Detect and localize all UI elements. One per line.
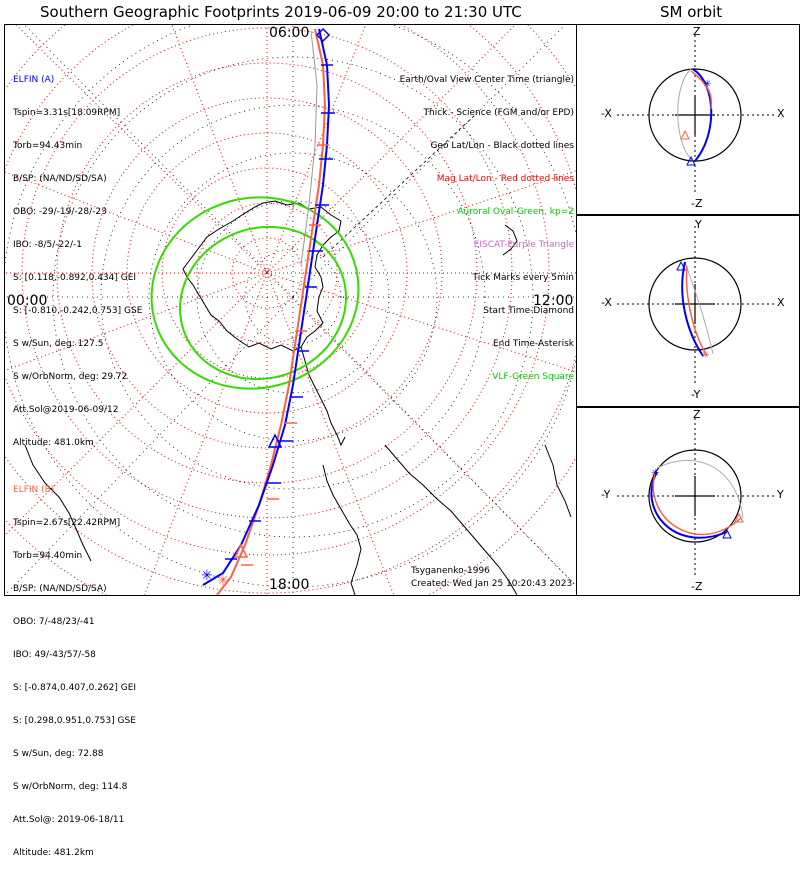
elfin-a-line: S: [0.118,-0.892,0.434] GEI <box>13 273 137 283</box>
elfin-b-line: S w/OrbNorm, deg: 114.8 <box>13 782 128 792</box>
elfin-a-line: Torb=94.43min <box>13 141 83 151</box>
peninsula-coastline <box>300 346 346 447</box>
elfin-a-end-asterisk: ✳ <box>201 568 213 584</box>
elfin-a-ticks <box>225 64 335 560</box>
elfin-a-line: Tspin=3.31s[18.09RPM] <box>13 108 121 118</box>
africa-coastline <box>24 444 92 562</box>
elfin-a-line: B/SP: (NA/ND/SD/SA) <box>13 174 107 184</box>
sm1-left-label: -X <box>601 107 612 120</box>
elfin-a-view-triangle <box>267 433 283 448</box>
sm-orbit-xz-plot: ✳ <box>617 35 777 195</box>
elfin-a-title: ELFIN (A) <box>13 75 55 85</box>
legend-entry: Tick Marks every 5min <box>472 273 574 283</box>
elfin-b-line: Altitude: 481.2km <box>13 848 94 858</box>
elfin-b-end-asterisk: ✳ <box>217 573 229 589</box>
sm1-bottom-label: -Z <box>691 197 703 210</box>
sm-orbit-xz-panel: ✳ Z -Z -X X <box>576 24 800 215</box>
sm-orbit-title: SM orbit <box>660 3 723 21</box>
elfin-b-line: OBO: 7/-48/23/-41 <box>13 617 95 627</box>
elfin-b-line: IBO: 49/-43/57/-58 <box>13 650 96 660</box>
elfin-b-view-triangle <box>233 543 249 558</box>
elfin-b-line: Tspin=2.67s[22.42RPM] <box>13 518 121 528</box>
sm-orbit-yz-panel: ✳ Z -Z -Y Y <box>576 407 800 596</box>
legend-entry: Auroral Oval-Green, kp=2 <box>457 207 574 217</box>
legend-entry: End Time-Asterisk <box>492 339 574 349</box>
elfin-a-line: S w/Sun, deg: 127.5 <box>13 339 104 349</box>
model-track <box>300 30 318 266</box>
legend-entry: VLF-Green Square <box>492 372 574 382</box>
auroral-oval <box>150 196 360 390</box>
hour-label-left: 00:00 <box>7 293 48 309</box>
sm2-right-label: X <box>777 296 785 309</box>
legend-entry: EISCAT-Purple Triangle <box>473 240 574 250</box>
sm3-bottom-label: -Z <box>691 580 703 593</box>
sm2-bottom-label: -Y <box>691 388 701 401</box>
hour-label-right: 12:00 <box>533 293 574 309</box>
footprint-map-panel: × <box>4 24 577 858</box>
elfin-b-track <box>216 28 327 595</box>
elfin-a-info: ELFIN (A) Tspin=3.31s[18.09RPM] Torb=94.… <box>13 53 142 471</box>
south-america-coastline <box>322 444 518 595</box>
australia-coastline <box>544 444 572 518</box>
elfin-b-title: ELFIN (B) <box>13 485 55 495</box>
svg-text:✳: ✳ <box>651 468 659 479</box>
mag-pole-marker: × <box>263 268 271 278</box>
map-title: Southern Geographic Footprints 2019-06-0… <box>40 3 522 21</box>
hour-label-top: 06:00 <box>269 25 310 41</box>
legend-entry: Start Time-Diamond <box>483 306 574 316</box>
elfin-a-line: Altitude: 481.0km <box>13 438 94 448</box>
svg-text:✳: ✳ <box>703 79 711 90</box>
sm2-left-label: -X <box>601 296 612 309</box>
antarctica-coastline <box>182 200 342 352</box>
elfin-b-line: S w/Sun, deg: 72.88 <box>13 749 104 759</box>
svg-text:✳: ✳ <box>701 350 709 361</box>
elfin-b-line: S: [0.298,0.951,0.753] GSE <box>13 716 136 726</box>
elfin-a-line: IBO: -8/5/-22/-1 <box>13 240 82 250</box>
sm2-top-label: Y <box>695 218 702 231</box>
sm3-top-label: Z <box>693 408 701 421</box>
elfin-b-line: B/SP: (NA/ND/SD/SA) <box>13 584 107 594</box>
sm-orbit-xy-plot: ✳ <box>617 226 777 386</box>
sm3-right-label: Y <box>777 488 784 501</box>
elfin-a-line: S: [-0.810,-0.242,0.753] GSE <box>13 306 143 316</box>
sm3-left-label: -Y <box>601 488 611 501</box>
legend-entry: Thick - Science (FGM and/or EPD) <box>423 108 574 118</box>
geo-lon-lines <box>5 25 576 595</box>
elfin-a-line: S w/OrbNorm, deg: 29.72 <box>13 372 128 382</box>
sm-orbit-xy-panel: ✳ Y -Y -X X <box>576 215 800 407</box>
created-label: Created: Wed Jan 25 10:20:43 2023 <box>411 579 573 589</box>
elfin-b-line: S: [-0.874,0.407,0.262] GEI <box>13 683 137 693</box>
map-legend: Earth/Oval View Center Time (triangle) T… <box>400 53 574 405</box>
sm-orbit-yz-plot: ✳ <box>617 418 777 578</box>
start-diamond <box>315 27 331 43</box>
legend-entry: Geo Lat/Lon - Black dotted lines <box>430 141 574 151</box>
sm1-top-label: Z <box>693 25 701 38</box>
legend-entry: Earth/Oval View Center Time (triangle) <box>399 75 574 85</box>
footprint-map: × <box>5 25 576 595</box>
elfin-a-track <box>202 28 331 586</box>
sm1-right-label: X <box>777 107 785 120</box>
elfin-a-line: OBO: -29/-19/-28/-23 <box>13 207 107 217</box>
view-center-line <box>322 114 476 258</box>
elfin-b-info: ELFIN (B) Tspin=2.67s[22.42RPM] Torb=94.… <box>13 463 136 881</box>
hour-label-bottom: 18:00 <box>269 577 310 593</box>
elfin-b-ticks <box>241 144 329 566</box>
elfin-b-line: Att.Sol@: 2019-06-18/11 <box>13 815 125 825</box>
elfin-b-line: Torb=94.40min <box>13 551 83 561</box>
legend-entry: Mag Lat/Lon - Red dotted lines <box>436 174 574 184</box>
model-label: Tsyganenko-1996 <box>411 566 490 576</box>
elfin-a-line: Att.Sol@2019-06-09/12 <box>13 405 119 415</box>
nz-coastline <box>502 224 518 256</box>
